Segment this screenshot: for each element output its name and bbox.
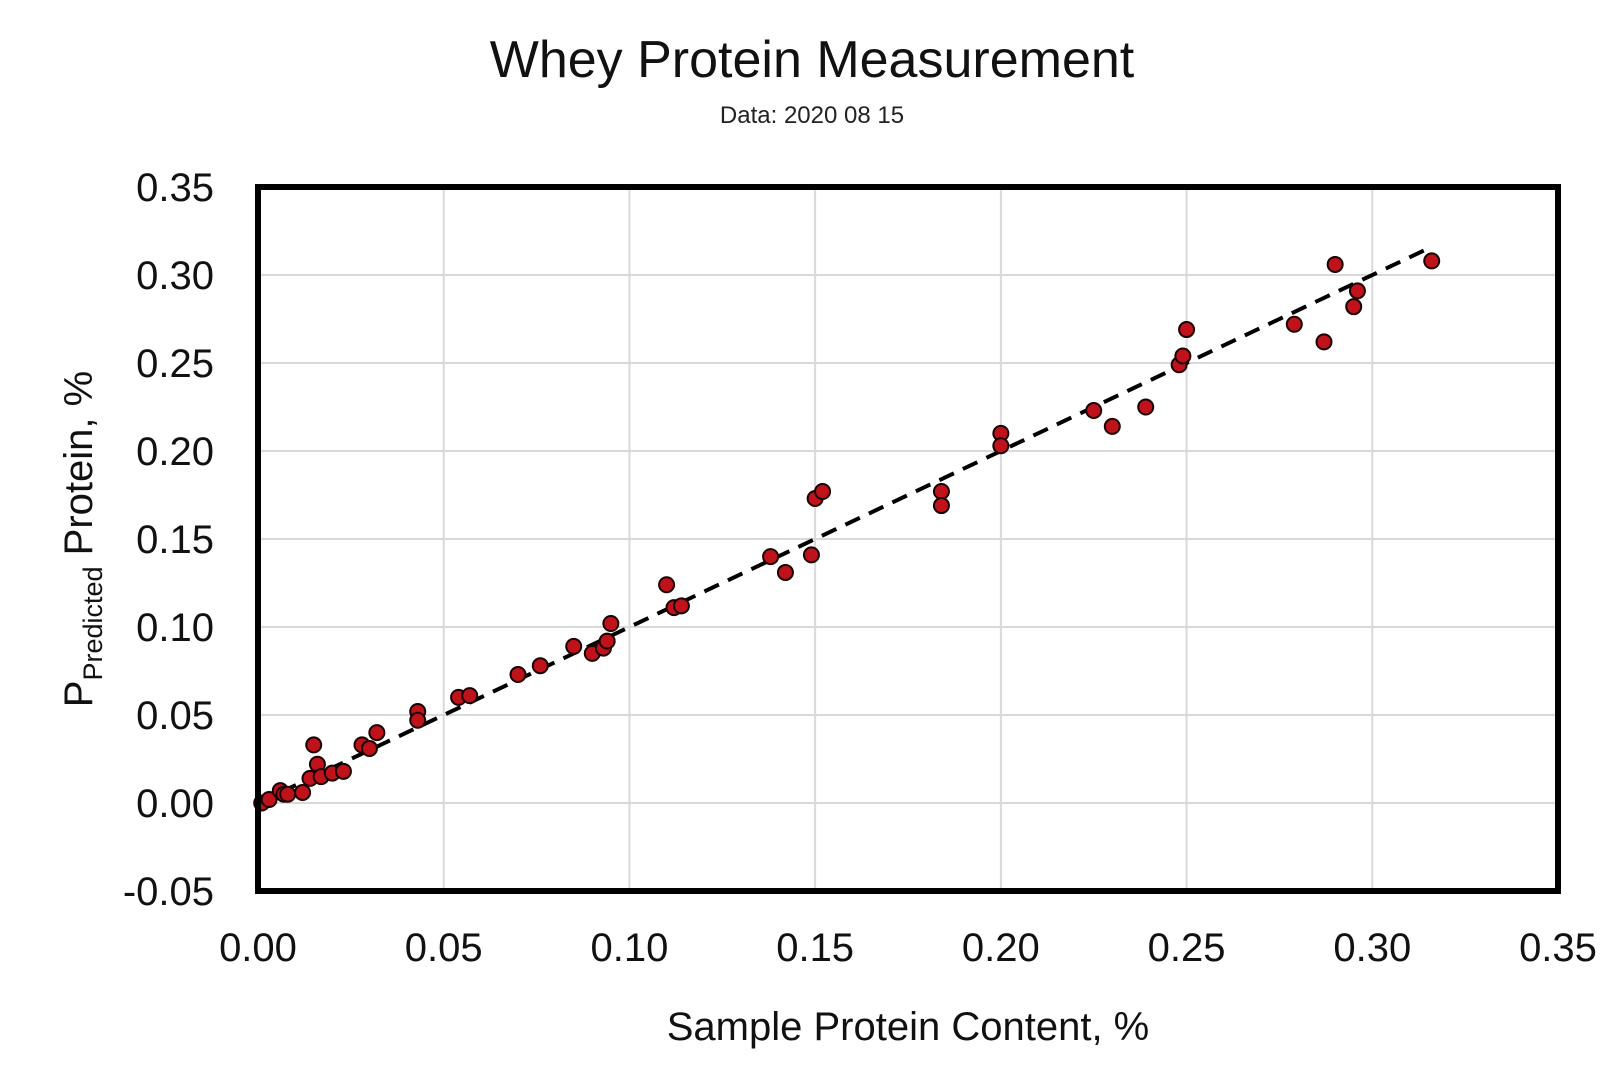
- x-axis-label: Sample Protein Content, %: [667, 1005, 1149, 1049]
- data-point: [1178, 321, 1196, 339]
- data-point: [1103, 417, 1121, 435]
- data-point: [509, 666, 527, 684]
- data-point: [531, 657, 549, 675]
- y-tick-label: 0.20: [136, 430, 214, 474]
- y-axis-label-rest: Protein, %: [57, 371, 101, 567]
- data-point: [598, 632, 616, 650]
- y-tick-label: 0.25: [136, 342, 214, 386]
- data-point: [409, 711, 427, 729]
- x-tick-label: 0.15: [776, 926, 854, 970]
- y-axis-label: PPredicted Protein, %: [57, 371, 108, 707]
- y-axis-label-main: P: [57, 681, 101, 708]
- data-point: [334, 762, 352, 780]
- data-point: [1315, 333, 1333, 351]
- data-point: [294, 783, 312, 801]
- data-point: [602, 614, 620, 632]
- data-point: [360, 739, 378, 757]
- data-point: [1345, 298, 1363, 316]
- data-point: [762, 548, 780, 566]
- data-point: [1423, 252, 1441, 270]
- data-point: [814, 482, 832, 500]
- y-tick-label: 0.10: [136, 606, 214, 650]
- y-tick-label: 0.15: [136, 518, 214, 562]
- trendline: [257, 246, 1429, 805]
- data-point: [992, 437, 1010, 455]
- y-tick-label: -0.05: [123, 870, 214, 914]
- chart-subtitle: Data: 2020 08 15: [719, 102, 905, 129]
- y-tick-label: 0.30: [136, 254, 214, 298]
- data-point: [802, 546, 820, 564]
- data-point: [672, 597, 690, 615]
- data-point: [1348, 282, 1366, 300]
- data-point: [565, 637, 583, 655]
- chart-title: Whey Protein Measurement: [489, 31, 1135, 89]
- data-point: [1326, 255, 1344, 273]
- data-point: [368, 724, 386, 742]
- data-point: [1137, 398, 1155, 416]
- data-point: [1085, 402, 1103, 420]
- data-point: [1285, 315, 1303, 333]
- data-point: [305, 736, 323, 754]
- y-tick-label: 0.00: [136, 782, 214, 826]
- x-tick-label: 0.25: [1148, 926, 1226, 970]
- y-tick-label: 0.05: [136, 694, 214, 738]
- x-tick-label: 0.10: [590, 926, 668, 970]
- plot-area-border: [255, 184, 1561, 894]
- x-tick-label: 0.05: [405, 926, 483, 970]
- data-point: [260, 790, 278, 808]
- data-points: [253, 252, 1441, 812]
- y-tick-labels: -0.05 0.00 0.05 0.10 0.15 0.20 0.25 0.30 0.35: [123, 166, 214, 914]
- data-point: [658, 576, 676, 594]
- data-point: [932, 497, 950, 515]
- x-tick-label: 0.00: [219, 926, 297, 970]
- x-tick-label: 0.20: [962, 926, 1040, 970]
- x-tick-labels: 0.00 0.05 0.10 0.15 0.20 0.25 0.30 0.35: [219, 926, 1597, 970]
- y-tick-label: 0.35: [136, 166, 214, 210]
- x-tick-label: 0.30: [1333, 926, 1411, 970]
- data-point: [279, 785, 297, 803]
- data-point: [932, 482, 950, 500]
- y-axis-label-subscript: Predicted: [78, 566, 108, 680]
- x-tick-label: 0.35: [1519, 926, 1597, 970]
- trendline-layer: [257, 246, 1429, 805]
- data-point: [1174, 347, 1192, 365]
- data-point: [461, 687, 479, 705]
- data-point: [776, 563, 794, 581]
